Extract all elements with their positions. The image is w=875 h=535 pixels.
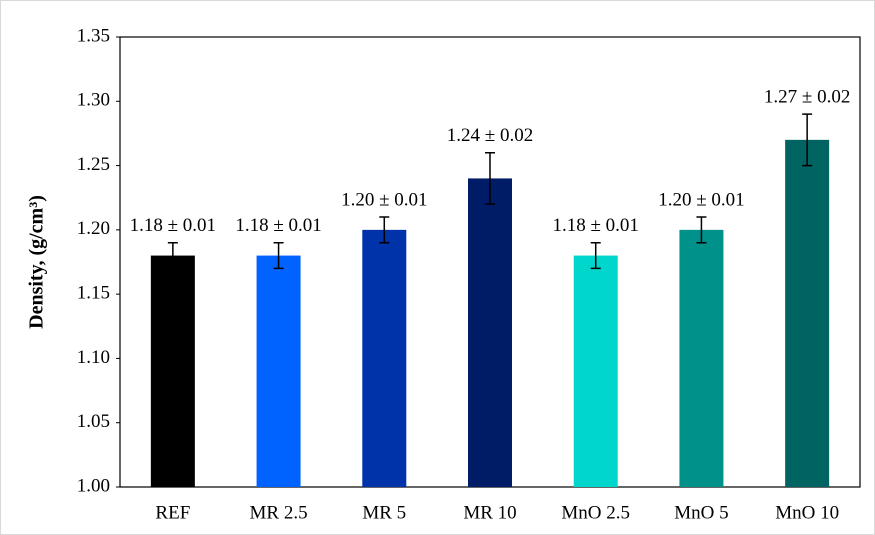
x-tick-label: MnO 5	[674, 502, 728, 523]
x-tick-label: MR 10	[463, 502, 516, 523]
error-bar	[590, 241, 601, 270]
y-tick-label: 1.05	[77, 411, 110, 432]
error-bar	[273, 241, 284, 270]
y-tick-label: 1.30	[77, 90, 110, 111]
y-tick-label: 1.20	[77, 218, 110, 239]
error-bar	[379, 216, 390, 244]
y-tick-label: 1.35	[77, 25, 110, 46]
bar	[468, 178, 512, 487]
y-axis-label: Density, (g/cm³)	[26, 195, 48, 329]
value-label: 1.27 ± 0.02	[764, 87, 850, 108]
error-bar	[802, 113, 813, 167]
y-tick-label: 1.25	[77, 154, 110, 175]
error-bar	[167, 241, 178, 270]
x-tick-label: REF	[155, 502, 190, 523]
value-label: 1.18 ± 0.01	[130, 215, 216, 236]
value-label: 1.18 ± 0.01	[552, 215, 638, 236]
bar	[150, 255, 195, 487]
error-bar	[696, 216, 707, 244]
value-label: 1.20 ± 0.01	[341, 189, 427, 210]
x-tick-label: MnO 2.5	[561, 502, 630, 523]
x-tick-label: MR 2.5	[250, 502, 308, 523]
error-bar	[485, 151, 495, 205]
bar	[362, 229, 407, 487]
bar	[573, 255, 618, 487]
value-label: 1.20 ± 0.01	[658, 189, 744, 210]
x-tick-label: MnO 10	[775, 502, 839, 523]
y-tick-label: 1.15	[77, 283, 110, 304]
value-label: 1.18 ± 0.01	[235, 215, 321, 236]
y-tick-label: 1.00	[77, 475, 110, 496]
y-tick-label: 1.10	[77, 347, 110, 368]
bar	[679, 229, 724, 487]
bar	[256, 255, 301, 487]
bar	[785, 139, 830, 487]
x-tick-label: MR 5	[362, 502, 406, 523]
value-label: 1.24 ± 0.02	[447, 125, 533, 146]
